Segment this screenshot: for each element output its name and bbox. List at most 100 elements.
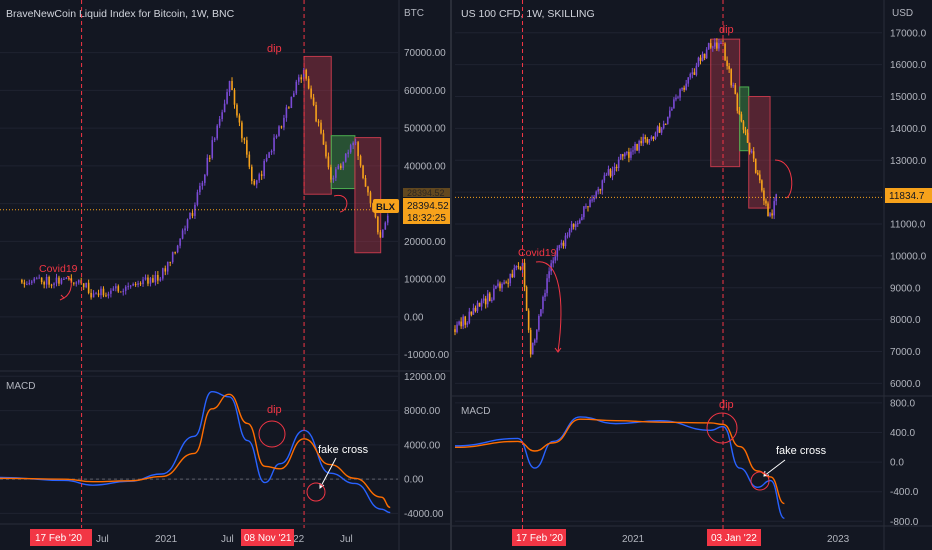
candle-body xyxy=(117,286,120,292)
candle-body xyxy=(525,286,528,311)
candle-body xyxy=(742,121,745,130)
candle-body xyxy=(726,60,728,67)
candle-body xyxy=(662,123,665,129)
candle-body xyxy=(23,282,26,285)
candle-body xyxy=(382,229,384,238)
candle-body xyxy=(307,78,310,89)
candle-body xyxy=(591,199,593,201)
candle-body xyxy=(70,278,73,283)
candle-body xyxy=(300,77,303,80)
left-price-tick-label: 40000.00 xyxy=(404,161,446,172)
candle-body xyxy=(228,81,231,93)
right-price-tick-label: 10000.0 xyxy=(890,251,927,262)
candle-body xyxy=(472,307,475,315)
candle-body xyxy=(562,242,565,247)
candle-body xyxy=(142,279,144,285)
candle-body xyxy=(644,137,647,140)
candle-body xyxy=(669,110,671,117)
candle-body xyxy=(77,280,80,283)
candle-body xyxy=(474,307,477,312)
candle-body xyxy=(558,245,561,248)
candle-body xyxy=(681,87,683,90)
right-covid-arrow xyxy=(535,261,562,353)
left-macd-title: MACD xyxy=(6,381,35,392)
candle-body xyxy=(290,96,293,109)
candle-body xyxy=(519,267,522,270)
candle-body xyxy=(53,283,55,285)
right-price-tick-label: 16000.0 xyxy=(890,60,927,71)
candle-body xyxy=(470,311,473,315)
candle-body xyxy=(60,279,63,284)
candle-body xyxy=(169,261,172,263)
right-price-tick-label: 6000.0 xyxy=(890,379,921,390)
candle-body xyxy=(701,53,704,61)
candle-body xyxy=(697,57,700,66)
right-macd-dip-circle xyxy=(706,412,738,444)
right-macd-axis[interactable]: 800.0 400.0 0.0 -400.0 -800.0 xyxy=(890,398,919,527)
candle-body xyxy=(638,141,640,151)
left-price-tick-label: 50000.00 xyxy=(404,124,446,135)
candle-body xyxy=(691,72,694,74)
left-dip-box-1 xyxy=(303,55,332,195)
right-fake-cross-circle xyxy=(750,471,770,491)
right-price-badge xyxy=(885,188,932,203)
candle-body xyxy=(531,342,534,355)
right-macd-tick-label: 800.0 xyxy=(890,398,915,409)
candle-body xyxy=(191,212,194,216)
candle-body xyxy=(574,224,577,227)
candle-body xyxy=(372,203,374,211)
candle-body xyxy=(339,165,342,168)
candle-body xyxy=(632,150,634,152)
right-fake-cross-annotation: fake cross xyxy=(776,445,827,457)
candle-body xyxy=(349,145,352,153)
candle-body xyxy=(129,285,132,287)
candle-body xyxy=(147,277,149,284)
candle-body xyxy=(654,132,657,139)
candle-body xyxy=(454,329,456,333)
candle-body xyxy=(159,278,162,281)
left-rebound-arrow xyxy=(333,194,348,213)
candle-body xyxy=(552,260,555,264)
candle-body xyxy=(761,180,763,191)
candle-body xyxy=(45,276,48,285)
candle-body xyxy=(268,152,270,158)
candle-body xyxy=(642,137,645,144)
candle-body xyxy=(386,215,389,223)
right-time-marker-dip-text: 03 Jan '22 xyxy=(711,533,757,544)
candle-body xyxy=(226,92,228,104)
candle-body xyxy=(486,293,489,305)
candle-body xyxy=(703,53,706,59)
candle-body xyxy=(132,283,134,286)
candle-body xyxy=(184,228,186,231)
candle-body xyxy=(102,288,105,296)
candle-body xyxy=(95,293,97,295)
candle-body xyxy=(624,153,626,157)
left-dip-box-2 xyxy=(354,137,382,254)
right-macd-series xyxy=(454,416,785,520)
candle-body xyxy=(568,229,571,236)
candle-body xyxy=(572,224,575,227)
candle-body xyxy=(773,201,775,216)
candle-body xyxy=(609,169,612,177)
left-dip-annotation: dip xyxy=(267,43,282,55)
candle-body xyxy=(179,238,181,246)
candle-body xyxy=(740,114,743,122)
candle-body xyxy=(460,321,462,327)
candle-body xyxy=(21,279,23,283)
left-macd-axis[interactable]: 12000.00 8000.00 4000.00 0.00 -4000.00 xyxy=(404,372,446,520)
candle-body xyxy=(621,154,624,157)
candle-body xyxy=(199,185,201,193)
right-price-tick-label: 14000.0 xyxy=(890,124,927,135)
candle-body xyxy=(585,206,587,208)
candle-body xyxy=(218,119,221,126)
candle-body xyxy=(626,151,628,154)
candle-body xyxy=(157,274,159,281)
candle-body xyxy=(100,288,102,296)
candle-body xyxy=(196,192,199,205)
candle-body xyxy=(480,300,483,307)
candle-body xyxy=(709,43,712,48)
left-fake-cross-annotation: fake cross xyxy=(318,444,369,456)
candle-body xyxy=(752,151,755,159)
candle-body xyxy=(28,282,31,285)
right-macd-tick-label: 0.0 xyxy=(890,458,904,469)
